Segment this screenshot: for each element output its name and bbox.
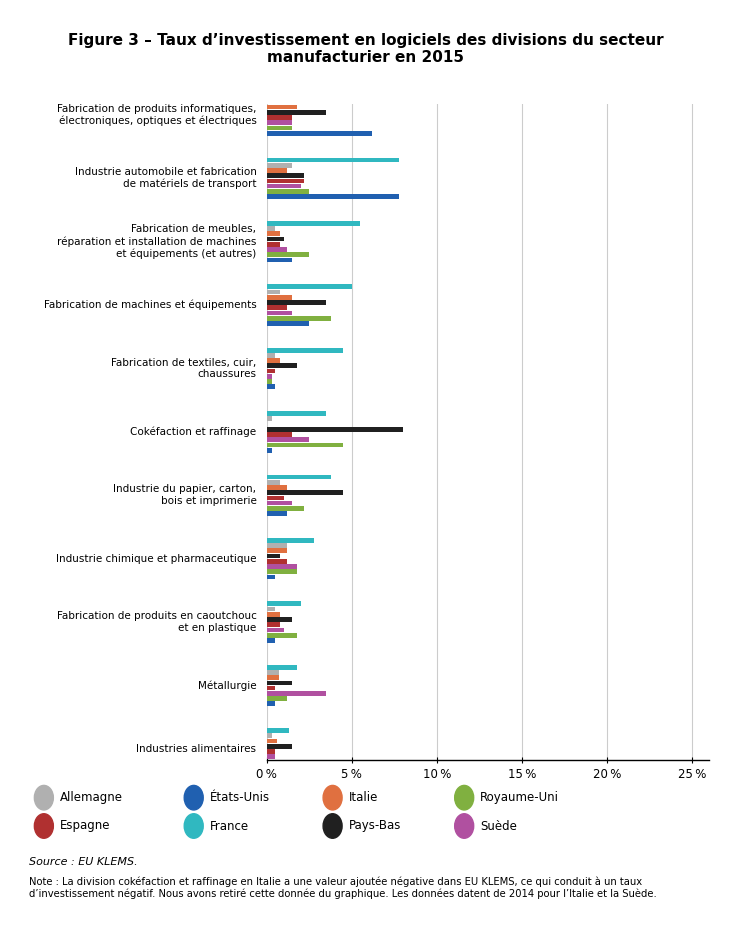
Bar: [267, 512, 287, 516]
Bar: [267, 379, 272, 384]
Bar: [267, 691, 326, 696]
Bar: [267, 675, 279, 680]
Bar: [267, 685, 276, 690]
Bar: [267, 311, 292, 315]
Bar: [267, 221, 360, 226]
Bar: [267, 437, 309, 442]
Bar: [267, 638, 276, 643]
Bar: [267, 359, 281, 363]
Bar: [267, 480, 281, 484]
Bar: [267, 601, 301, 606]
Bar: [267, 284, 352, 289]
Bar: [267, 321, 309, 326]
Bar: [267, 575, 276, 580]
Bar: [267, 632, 298, 637]
Bar: [267, 432, 292, 437]
Bar: [267, 760, 292, 765]
Bar: [267, 681, 292, 685]
Bar: [267, 290, 281, 295]
Bar: [267, 247, 287, 252]
Bar: [267, 105, 298, 110]
Text: Pays-Bas: Pays-Bas: [349, 819, 401, 833]
Bar: [267, 733, 272, 738]
Bar: [267, 295, 292, 299]
Bar: [267, 94, 692, 99]
Bar: [267, 369, 276, 374]
Bar: [267, 754, 276, 759]
Bar: [267, 443, 344, 447]
Bar: [267, 506, 304, 511]
Bar: [267, 617, 292, 622]
Bar: [267, 750, 276, 754]
Bar: [267, 728, 289, 733]
Bar: [267, 305, 287, 310]
Bar: [267, 490, 344, 495]
Text: Italie: Italie: [349, 791, 378, 804]
Bar: [267, 384, 276, 389]
Bar: [267, 765, 292, 769]
Bar: [267, 739, 277, 744]
Bar: [267, 258, 292, 262]
Text: Source : EU KLEMS.: Source : EU KLEMS.: [29, 857, 138, 868]
Bar: [267, 500, 292, 505]
Bar: [267, 231, 281, 236]
Bar: [267, 316, 331, 321]
Bar: [267, 538, 314, 543]
Text: Suède: Suède: [480, 819, 517, 833]
Bar: [267, 559, 287, 564]
Bar: [267, 416, 272, 421]
Bar: [267, 744, 292, 749]
Text: Royaume-Uni: Royaume-Uni: [480, 791, 559, 804]
Text: France: France: [210, 819, 249, 833]
Text: Figure 3 – Taux d’investissement en logiciels des divisions du secteur
manufactu: Figure 3 – Taux d’investissement en logi…: [68, 33, 663, 65]
Bar: [267, 543, 287, 548]
Bar: [267, 242, 281, 246]
Bar: [267, 447, 272, 452]
Bar: [267, 363, 298, 368]
Bar: [267, 131, 372, 136]
Bar: [267, 622, 281, 627]
Bar: [267, 427, 403, 431]
Bar: [267, 237, 284, 242]
Bar: [267, 670, 279, 675]
Bar: [267, 189, 309, 194]
Bar: [267, 194, 399, 199]
Bar: [267, 607, 276, 612]
Bar: [267, 612, 281, 616]
Bar: [267, 697, 287, 701]
Bar: [267, 252, 309, 257]
Bar: [267, 628, 284, 632]
Bar: [267, 569, 298, 574]
Bar: [267, 126, 292, 130]
Bar: [267, 178, 304, 183]
Bar: [267, 565, 298, 569]
Bar: [267, 496, 284, 500]
Bar: [267, 120, 292, 125]
Bar: [267, 158, 399, 162]
Bar: [267, 227, 276, 231]
Text: Note : La division cokéfaction et raffinage en Italie a une valeur ajoutée négat: Note : La division cokéfaction et raffin…: [29, 876, 657, 899]
Bar: [267, 162, 292, 167]
Bar: [267, 174, 304, 178]
Bar: [267, 701, 276, 706]
Text: Espagne: Espagne: [60, 819, 110, 833]
Bar: [267, 412, 326, 416]
Bar: [267, 300, 326, 305]
Bar: [267, 168, 287, 173]
Bar: [267, 554, 281, 559]
Bar: [267, 548, 287, 553]
Bar: [267, 184, 301, 189]
Bar: [267, 475, 331, 480]
Bar: [267, 99, 292, 104]
Text: États-Unis: États-Unis: [210, 791, 270, 804]
Bar: [267, 665, 298, 669]
Bar: [267, 347, 344, 352]
Bar: [267, 485, 287, 490]
Text: Allemagne: Allemagne: [60, 791, 123, 804]
Bar: [267, 110, 326, 114]
Bar: [267, 374, 272, 379]
Bar: [267, 115, 292, 120]
Bar: [267, 353, 276, 358]
